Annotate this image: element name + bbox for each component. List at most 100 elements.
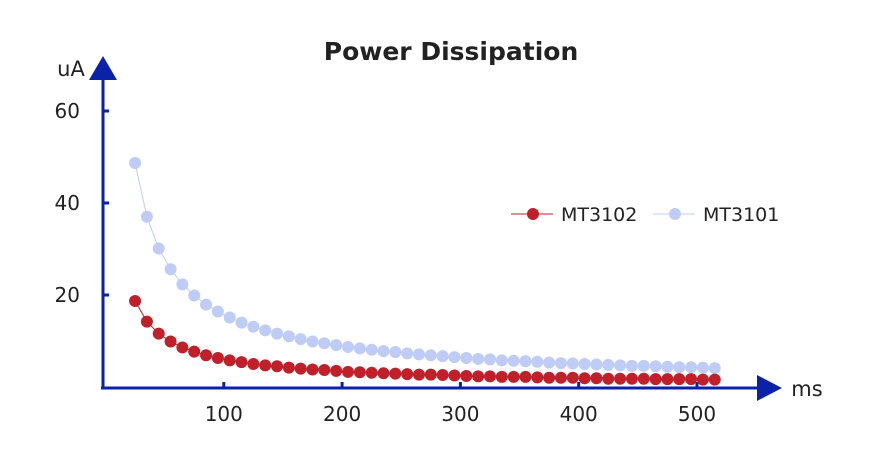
data-point-MT3101: [235, 316, 248, 329]
data-point-MT3101: [365, 343, 378, 356]
data-point-MT3101: [247, 320, 260, 333]
data-point-MT3102: [495, 370, 508, 383]
y-tick-label: 40: [55, 191, 80, 215]
data-point-MT3101: [436, 350, 449, 363]
data-point-MT3101: [211, 305, 224, 318]
data-point-MT3102: [247, 358, 260, 370]
data-point-MT3102: [460, 369, 473, 382]
x-axis-arrow-icon: [757, 375, 782, 401]
data-point-MT3101: [472, 352, 485, 365]
data-point-MT3101: [342, 340, 355, 353]
data-point-MT3102: [223, 354, 236, 367]
data-point-MT3101: [602, 358, 615, 371]
x-tick-label: 100: [205, 402, 243, 426]
data-point-MT3101: [377, 345, 390, 358]
y-tick-label: 60: [55, 99, 80, 123]
data-point-MT3102: [401, 368, 414, 381]
data-point-MT3101: [318, 337, 331, 350]
data-point-MT3102: [140, 315, 153, 328]
data-point-MT3102: [318, 363, 331, 376]
data-point-MT3101: [614, 359, 627, 372]
data-point-MT3101: [176, 278, 189, 291]
data-point-MT3101: [412, 348, 425, 361]
data-point-MT3102: [353, 366, 366, 379]
data-point-MT3102: [685, 373, 698, 386]
data-point-MT3101: [685, 361, 698, 374]
data-point-MT3101: [673, 361, 686, 374]
data-point-MT3102: [649, 373, 662, 386]
data-point-MT3102: [389, 367, 402, 380]
data-point-MT3101: [271, 327, 284, 340]
x-tick-label: 200: [323, 402, 361, 426]
data-point-MT3101: [401, 347, 414, 360]
data-point-MT3102: [176, 341, 189, 354]
data-point-MT3101: [152, 242, 165, 255]
data-point-MT3102: [271, 360, 284, 373]
data-point-MT3102: [637, 372, 650, 385]
data-point-MT3102: [188, 345, 201, 358]
legend-label: MT3101: [703, 204, 779, 226]
data-point-MT3102: [424, 368, 437, 381]
data-point-MT3101: [200, 298, 213, 311]
legend-marker: [527, 208, 539, 220]
data-point-MT3102: [129, 294, 142, 307]
data-point-MT3101: [140, 210, 153, 223]
legend-marker: [669, 208, 681, 220]
data-point-MT3101: [282, 330, 295, 343]
data-point-MT3102: [200, 349, 213, 362]
data-point-MT3101: [661, 360, 674, 373]
data-point-MT3102: [673, 373, 686, 386]
data-point-MT3101: [649, 360, 662, 373]
y-axis-label: uA: [57, 57, 85, 81]
data-point-MT3101: [389, 346, 402, 359]
data-point-MT3101: [188, 289, 201, 302]
data-point-MT3101: [543, 356, 556, 369]
data-point-MT3102: [543, 371, 556, 384]
data-point-MT3102: [531, 371, 544, 384]
x-tick-label: 300: [441, 402, 479, 426]
data-point-MT3101: [495, 354, 508, 367]
data-point-MT3102: [696, 373, 709, 386]
data-point-MT3101: [223, 311, 236, 324]
data-point-MT3102: [342, 365, 355, 378]
data-point-MT3102: [661, 373, 674, 386]
data-point-MT3101: [566, 357, 579, 370]
data-point-MT3102: [708, 373, 721, 386]
x-axis-label: ms: [791, 377, 822, 401]
data-point-MT3102: [519, 370, 532, 383]
data-point-MT3102: [330, 364, 343, 377]
data-point-MT3102: [602, 372, 615, 385]
data-point-MT3102: [436, 369, 449, 382]
data-point-MT3102: [164, 335, 177, 348]
data-point-MT3101: [483, 353, 496, 366]
data-point-MT3102: [412, 368, 425, 381]
data-point-MT3102: [566, 371, 579, 384]
data-point-MT3102: [614, 372, 627, 385]
data-point-MT3102: [259, 359, 272, 372]
data-point-MT3102: [306, 363, 319, 376]
data-point-MT3101: [531, 355, 544, 368]
data-point-MT3101: [294, 333, 307, 346]
data-point-MT3101: [353, 342, 366, 355]
data-point-MT3101: [330, 339, 343, 352]
x-tick-label: 500: [678, 402, 716, 426]
x-tick-label: 400: [560, 402, 598, 426]
data-point-MT3101: [708, 362, 721, 375]
series-line-MT3101: [134, 162, 715, 369]
data-point-MT3102: [578, 372, 591, 385]
data-point-MT3102: [152, 327, 165, 340]
data-point-MT3101: [448, 351, 461, 364]
data-point-MT3101: [637, 359, 650, 372]
data-point-MT3102: [472, 370, 485, 383]
data-point-MT3101: [129, 156, 142, 169]
data-point-MT3102: [377, 367, 390, 380]
data-point-MT3102: [554, 371, 567, 384]
data-point-MT3101: [590, 358, 603, 371]
data-point-MT3102: [282, 361, 295, 374]
data-point-MT3102: [211, 352, 224, 365]
data-point-MT3101: [554, 357, 567, 370]
y-axis-arrow-icon: [89, 56, 117, 80]
data-point-MT3101: [696, 361, 709, 374]
data-point-MT3101: [164, 263, 177, 276]
